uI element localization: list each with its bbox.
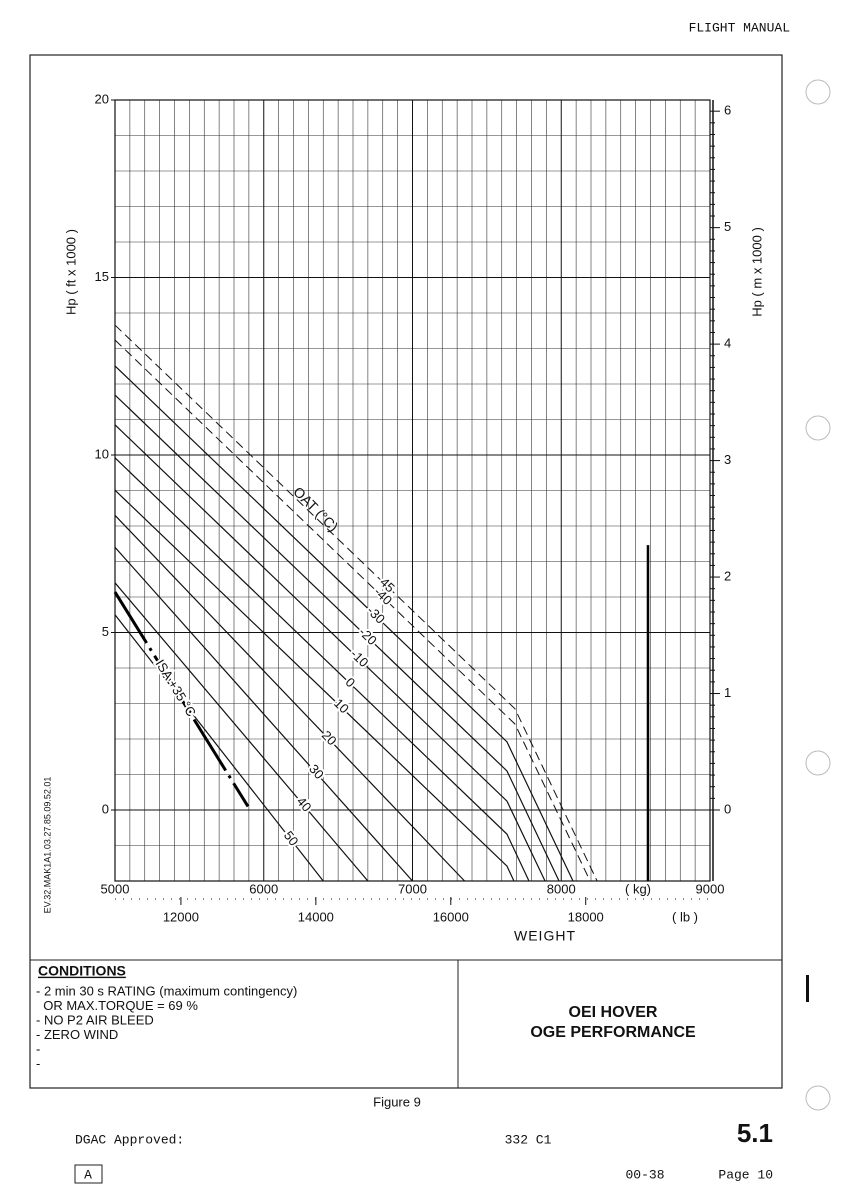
curve (114, 394, 560, 882)
curve-label: OAT (°C) (290, 483, 341, 534)
x-tick-label: 9000 (696, 881, 725, 896)
y-tick-label: 10 (95, 446, 109, 461)
x-unit: ( kg) (625, 881, 651, 896)
curve (114, 489, 515, 882)
figure-title: OGE PERFORMANCE (530, 1024, 696, 1041)
condition-line: - (36, 1041, 40, 1056)
conditions-list: - 2 min 30 s RATING (maximum contingency… (36, 983, 297, 1071)
y-tick-label: 5 (102, 624, 109, 639)
curve (114, 424, 546, 882)
x2-tick-label: 12000 (163, 909, 199, 924)
revision-box (74, 1164, 103, 1184)
punch-hole (805, 1085, 831, 1111)
model: 332 C1 (505, 1132, 552, 1147)
change-bar (806, 975, 809, 1002)
x-tick-label: 8000 (547, 881, 576, 896)
curve (114, 324, 598, 882)
x-tick-label: 5000 (101, 881, 130, 896)
y2-tick-label: 4 (724, 336, 731, 351)
y2-tick-label: 3 (724, 452, 731, 467)
y-tick-label: 0 (102, 801, 109, 816)
y-axis-title: Hp ( ft x 1000 ) (63, 229, 78, 315)
x-axis-title: WEIGHT (514, 928, 576, 944)
curve-label: 20 (319, 728, 340, 749)
punch-hole (805, 79, 831, 105)
page-number: Page 10 (718, 1167, 773, 1182)
section: 5.1 (737, 1118, 773, 1148)
code: 00-38 (625, 1167, 664, 1182)
curve-label: 0 (343, 674, 359, 690)
y2-tick-label: 2 (724, 568, 731, 583)
conditions-title: CONDITIONS (38, 963, 126, 979)
curve-label: 10 (331, 695, 352, 716)
y2-tick-label: 1 (724, 685, 731, 700)
curve (114, 514, 465, 882)
x2-tick-label: 16000 (433, 909, 469, 924)
punch-hole (805, 750, 831, 776)
side-code: EV.32.MAK1A1.03.27.85.09.52.01 (42, 777, 52, 914)
header-title: FLIGHT MANUAL (689, 20, 790, 35)
y2-tick-label: 5 (724, 219, 731, 234)
y-tick-label: 20 (95, 91, 109, 106)
y2-tick-label: 0 (724, 801, 731, 816)
x2-tick-label: 18000 (568, 909, 604, 924)
approval: DGAC Approved: (75, 1132, 184, 1147)
x-tick-label: 6000 (249, 881, 278, 896)
y2-axis-title: Hp ( m x 1000 ) (749, 227, 764, 317)
condition-line: - NO P2 AIR BLEED (36, 1012, 154, 1027)
curve (113, 591, 250, 808)
curve (114, 546, 413, 882)
curve (114, 614, 324, 882)
caption: Figure 9 (373, 1094, 421, 1109)
condition-line: - (36, 1056, 40, 1071)
condition-line: - 2 min 30 s RATING (maximum contingency… (36, 983, 297, 998)
x-tick-label: 7000 (398, 881, 427, 896)
punch-hole (805, 415, 831, 441)
frame (29, 54, 783, 1089)
condition-line: - ZERO WIND (36, 1027, 118, 1042)
curve-label: -20 (356, 624, 380, 648)
figure-title: OEI HOVER (569, 1004, 658, 1021)
curve (114, 339, 591, 882)
condition-line: OR MAX.TORQUE = 69 % (36, 998, 198, 1013)
y2-tick-label: 6 (724, 103, 731, 118)
curve (114, 457, 530, 882)
x2-tick-label: 14000 (298, 909, 334, 924)
curve (114, 365, 574, 882)
x2-unit: ( lb ) (672, 909, 698, 924)
revision: A (84, 1167, 92, 1182)
curve (114, 582, 369, 882)
y-tick-label: 15 (95, 269, 109, 284)
